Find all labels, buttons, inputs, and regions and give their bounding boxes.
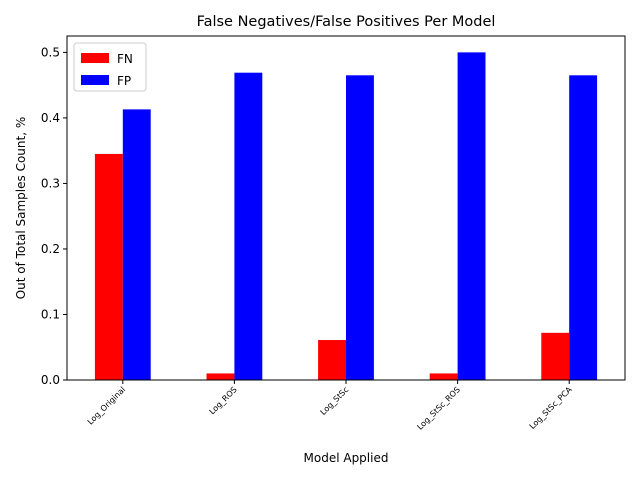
chart-title: False Negatives/False Positives Per Mode… <box>197 14 496 30</box>
y-tick-label: 0.3 <box>41 176 60 190</box>
y-tick-label: 0.5 <box>41 45 60 59</box>
plot-area: 0.0 0.1 0.2 0.3 0.4 0.5 Log_Original Log_ROS Log… <box>41 35 626 432</box>
bar-fp-log-stsc <box>346 75 374 381</box>
bar-fn-log-original <box>94 153 123 380</box>
bar-fp-log-stsc-ros <box>457 52 486 380</box>
legend-swatch-fp <box>81 75 109 85</box>
x-axis-label: Model Applied <box>304 451 389 465</box>
bar-fp-log-ros <box>234 72 263 381</box>
x-tick-label: Log_StSc_ROS <box>415 385 462 432</box>
y-tick-label: 0.2 <box>41 242 60 256</box>
bar-fn-log-stsc <box>318 340 346 380</box>
bar-fp-log-stsc-pca <box>569 75 598 381</box>
bar-fn-log-stsc-pca <box>541 332 570 380</box>
bar-fp-log-original <box>122 109 151 381</box>
legend-label-fp: FP <box>117 74 131 88</box>
legend: FN FP <box>73 42 147 92</box>
x-tick-label: Log_Original <box>86 385 127 426</box>
legend-label-fn: FN <box>117 52 133 66</box>
y-tick-label: 0.1 <box>41 307 60 321</box>
y-axis-label: Out of Total Samples Count, % <box>14 117 28 300</box>
x-tick-label: Log_ROS <box>208 385 239 416</box>
y-tick-label: 0.0 <box>41 373 60 387</box>
legend-swatch-fn <box>81 53 109 63</box>
bar-fn-log-stsc-ros <box>429 373 458 380</box>
x-tick-label: Log_StSc <box>319 385 351 417</box>
bar-fn-log-ros <box>206 373 235 380</box>
y-tick-label: 0.4 <box>41 111 60 125</box>
x-tick-label: Log_StSc_PCA <box>528 385 574 431</box>
